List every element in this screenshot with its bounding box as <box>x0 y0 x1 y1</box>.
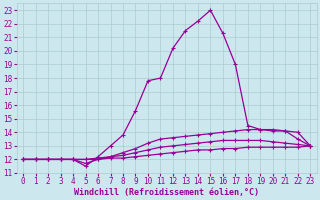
X-axis label: Windchill (Refroidissement éolien,°C): Windchill (Refroidissement éolien,°C) <box>74 188 259 197</box>
